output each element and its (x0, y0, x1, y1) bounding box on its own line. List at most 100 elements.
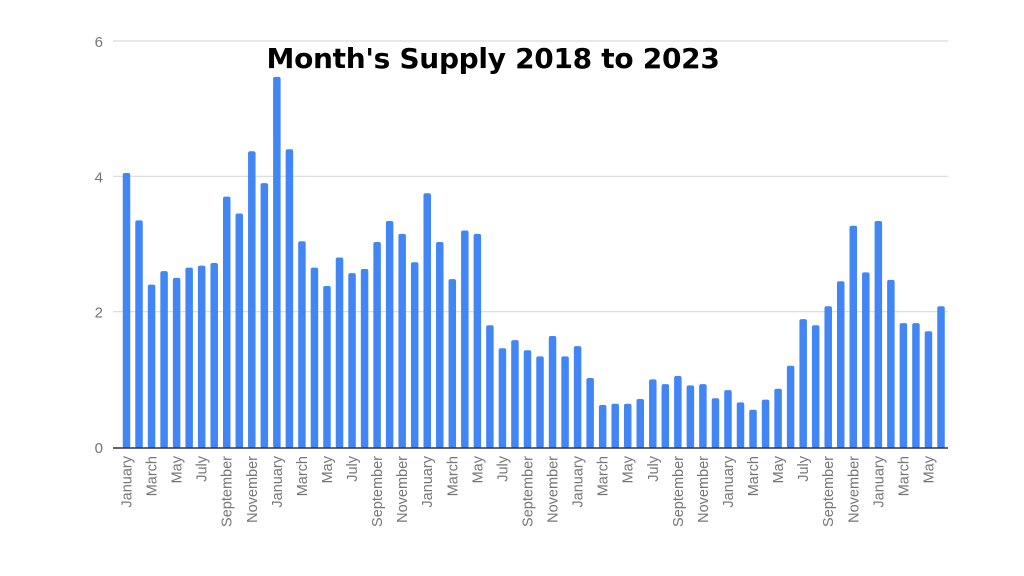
x-tick-label: September (220, 456, 236, 527)
y-tick-label: 2 (95, 305, 103, 322)
bar (260, 183, 269, 448)
x-tick-label: March (596, 456, 612, 496)
bar (674, 375, 682, 448)
bar (686, 385, 695, 448)
x-tick-label: November (395, 456, 411, 523)
x-tick-label: January (721, 455, 737, 507)
x-tick-label: March (746, 456, 762, 496)
x-tick-label: July (796, 455, 812, 482)
x-tick-label: January (571, 455, 587, 507)
bar (147, 284, 156, 448)
x-tick-label: July (345, 455, 361, 482)
y-tick-label: 0 (95, 440, 103, 457)
chart-title: Month's Supply 2018 to 2023 (0, 42, 1024, 75)
bar (611, 403, 619, 448)
x-tick-label: May (621, 455, 637, 483)
bar (774, 388, 782, 448)
bar (561, 356, 569, 448)
bar (423, 193, 431, 448)
bar (410, 262, 419, 448)
x-tick-label: November (846, 456, 862, 523)
bar (862, 272, 870, 448)
bar (473, 233, 482, 448)
x-tick-label: July (646, 455, 662, 482)
bar (461, 230, 469, 448)
bar (799, 319, 807, 448)
bar (548, 336, 557, 448)
bar (899, 323, 908, 448)
bar (436, 241, 444, 448)
bar (811, 325, 820, 448)
bar (298, 241, 306, 448)
bar (623, 403, 632, 448)
bar (360, 269, 369, 448)
x-tick-label: July (495, 455, 511, 482)
x-tick-label: May (771, 455, 787, 483)
bar (185, 267, 193, 448)
bar (586, 377, 594, 448)
x-tick-label: January (871, 455, 887, 507)
bar (248, 151, 256, 448)
x-tick-label: November (546, 456, 562, 523)
x-tick-label: September (671, 456, 687, 527)
bar (786, 365, 795, 448)
bar (197, 265, 206, 448)
x-tick-label: January (420, 455, 436, 507)
bar (824, 306, 832, 448)
bar (761, 399, 770, 448)
bar (849, 225, 858, 448)
x-tick-label: March (896, 456, 912, 496)
bar (222, 196, 231, 448)
bar (661, 384, 670, 448)
bar (636, 398, 645, 448)
x-tick-label: January (120, 455, 136, 507)
bar (874, 220, 883, 448)
bar (273, 76, 281, 448)
bar (122, 172, 131, 448)
bar (937, 306, 945, 448)
bar (523, 350, 532, 448)
y-axis: 0 2 4 6 (95, 34, 103, 457)
bar (398, 233, 406, 448)
bar (699, 384, 707, 448)
x-tick-label: May (320, 455, 336, 483)
x-tick-label: January (270, 455, 286, 507)
bar (924, 331, 933, 448)
bar (373, 241, 381, 448)
x-tick-label: November (245, 456, 261, 523)
bar (573, 346, 582, 448)
bar (498, 348, 507, 448)
chart-title-text: Month's Supply 2018 to 2023 (266, 42, 720, 75)
bar (235, 213, 244, 448)
bar (385, 220, 394, 448)
bar (348, 273, 356, 448)
bar (310, 267, 319, 448)
bar (649, 379, 657, 448)
bar (210, 262, 218, 448)
y-tick-label: 4 (95, 169, 103, 186)
x-tick-label: November (696, 456, 712, 523)
bar (912, 323, 920, 448)
x-tick-label: July (195, 455, 211, 482)
bar (135, 220, 143, 448)
bar (160, 271, 168, 448)
bar (536, 356, 544, 448)
x-tick-label: May (921, 455, 937, 483)
bar (323, 285, 331, 448)
bar (837, 281, 845, 448)
x-tick-label: September (520, 456, 536, 527)
x-tick-label: September (370, 456, 386, 527)
bar (711, 398, 720, 448)
bar (172, 277, 181, 448)
x-tick-label: March (445, 456, 461, 496)
x-axis: January March May July September November Janu… (113, 447, 948, 527)
y-tick-label: 6 (95, 34, 103, 51)
bar (736, 402, 745, 448)
bar (335, 257, 344, 448)
x-tick-label: September (821, 456, 837, 527)
bar (749, 409, 757, 448)
bar (724, 390, 732, 448)
bar (448, 279, 457, 448)
x-tick-label: March (145, 456, 161, 496)
